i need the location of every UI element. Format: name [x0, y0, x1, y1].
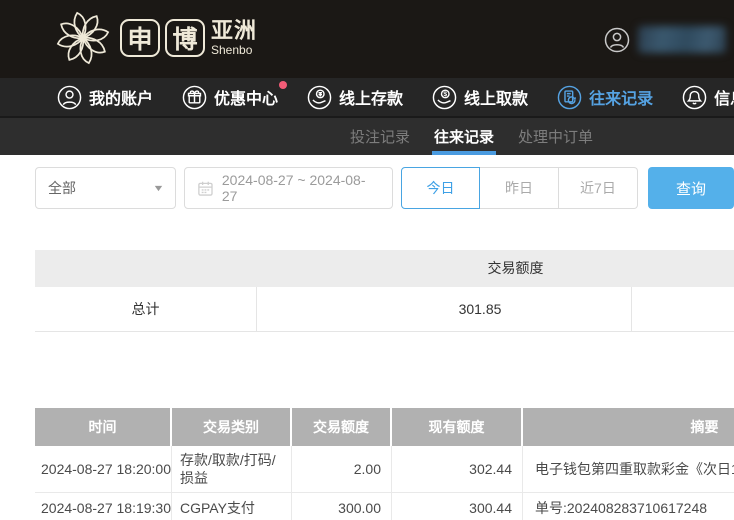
user-account-area[interactable]	[604, 26, 726, 53]
nav-item-deposit[interactable]: 线上存款	[307, 85, 403, 110]
nav-item-my-account[interactable]: 我的账户	[57, 85, 153, 110]
search-button[interactable]: 查询	[647, 167, 734, 209]
tab-processing-orders[interactable]: 处理中订单	[518, 129, 594, 146]
cell-balance: 300.44	[392, 493, 523, 520]
record-tabs: 投注记录 往来记录 处理中订单	[0, 118, 734, 155]
transactions-header-row: 时间 交易类别 交易额度 现有额度 摘要	[35, 408, 734, 446]
summary-total-value: 301.85	[257, 287, 632, 331]
date-range-input[interactable]: 2024-08-27 ~ 2024-08-27	[184, 167, 393, 209]
logo-region: 亚洲 Shenbo	[211, 18, 258, 57]
logo-region-en: Shenbo	[211, 43, 253, 57]
deposit-icon	[307, 85, 332, 109]
filter-bar: 全部 ▼ 2024-08-27 ~ 2024-08-27 今日 昨日 近7日 查…	[35, 167, 734, 209]
cell-time: 2024-08-27 18:20:00	[35, 446, 172, 492]
table-row: 2024-08-27 18:19:30 CGPAY支付 300.00 300.4…	[35, 493, 734, 520]
summary-amount-header: 交易额度	[487, 260, 544, 276]
cell-type: 存款/取款/打码/损益	[172, 446, 292, 492]
column-header-balance: 现有额度	[392, 408, 523, 446]
logo-char-2: 博	[165, 19, 205, 57]
nav-item-withdraw[interactable]: $ 线上取款	[432, 85, 528, 110]
logo-char-1: 申	[120, 19, 160, 57]
column-header-amount: 交易额度	[292, 408, 392, 446]
svg-text:$: $	[443, 91, 447, 98]
nav-label: 我的账户	[89, 91, 154, 108]
range-button-yesterday[interactable]: 昨日	[479, 167, 559, 209]
main-nav: 我的账户 优惠中心 线上存款 $ 线上取款 往来记录	[0, 78, 734, 118]
avatar-icon	[604, 27, 630, 52]
cell-amount: 2.00	[292, 446, 392, 492]
summary-total-label: 总计	[35, 287, 257, 331]
bell-icon	[682, 85, 707, 109]
nav-label: 线上取款	[464, 91, 529, 108]
cell-summary: 电子钱包第四重取款彩金《次日16	[535, 461, 734, 477]
summary-table-header: 交易额度	[35, 250, 734, 287]
nav-label: 优惠中心	[214, 91, 279, 108]
top-header: 申 博 亚洲 Shenbo	[0, 0, 734, 78]
tab-betting-records[interactable]: 投注记录	[350, 129, 411, 146]
summary-total-row: 总计 301.85	[35, 287, 734, 332]
username-redacted	[638, 26, 726, 53]
tab-transaction-records[interactable]: 往来记录	[432, 118, 497, 155]
flower-logo-icon	[56, 11, 110, 65]
cell-time: 2024-08-27 18:19:30	[35, 493, 172, 520]
logo-characters: 申 博	[120, 19, 205, 57]
cell-balance: 302.44	[392, 446, 523, 492]
table-row: 2024-08-27 18:20:00 存款/取款/打码/损益 2.00 302…	[35, 446, 734, 493]
column-header-type: 交易类别	[172, 408, 292, 446]
user-icon	[57, 85, 82, 109]
nav-item-messages[interactable]: 信息	[682, 85, 734, 110]
summary-empty-cell	[632, 287, 734, 331]
type-select-value: 全部	[48, 180, 76, 196]
cell-amount: 300.00	[292, 493, 392, 520]
calendar-icon	[198, 181, 213, 196]
records-icon	[557, 85, 582, 109]
cell-summary: 单号:202408283710617248	[535, 500, 708, 516]
nav-item-promotions[interactable]: 优惠中心	[182, 80, 288, 110]
range-button-today[interactable]: 今日	[400, 167, 480, 209]
cell-type: CGPAY支付	[172, 493, 292, 520]
nav-label: 信息	[714, 91, 734, 108]
transactions-table: 时间 交易类别 交易额度 现有额度 摘要 2024-08-27 18:20:00…	[35, 408, 734, 520]
notification-dot	[279, 80, 288, 89]
nav-label: 线上存款	[339, 91, 404, 108]
logo-region-cn: 亚洲	[211, 18, 258, 43]
date-range-value: 2024-08-27 ~ 2024-08-27	[221, 172, 366, 204]
brand-logo[interactable]: 申 博 亚洲 Shenbo	[52, 9, 257, 67]
gift-icon	[182, 85, 207, 109]
type-select[interactable]: 全部 ▼	[35, 167, 177, 209]
summary-table: 交易额度 总计 301.85	[35, 250, 734, 332]
nav-label: 往来记录	[589, 91, 654, 108]
chevron-down-icon: ▼	[152, 183, 165, 193]
nav-item-records[interactable]: 往来记录	[557, 85, 653, 110]
quick-range-group: 今日 昨日 近7日	[400, 167, 638, 209]
withdraw-icon: $	[432, 85, 457, 109]
range-button-last7days[interactable]: 近7日	[558, 167, 638, 209]
column-header-summary: 摘要	[523, 408, 734, 446]
column-header-time: 时间	[35, 408, 172, 446]
